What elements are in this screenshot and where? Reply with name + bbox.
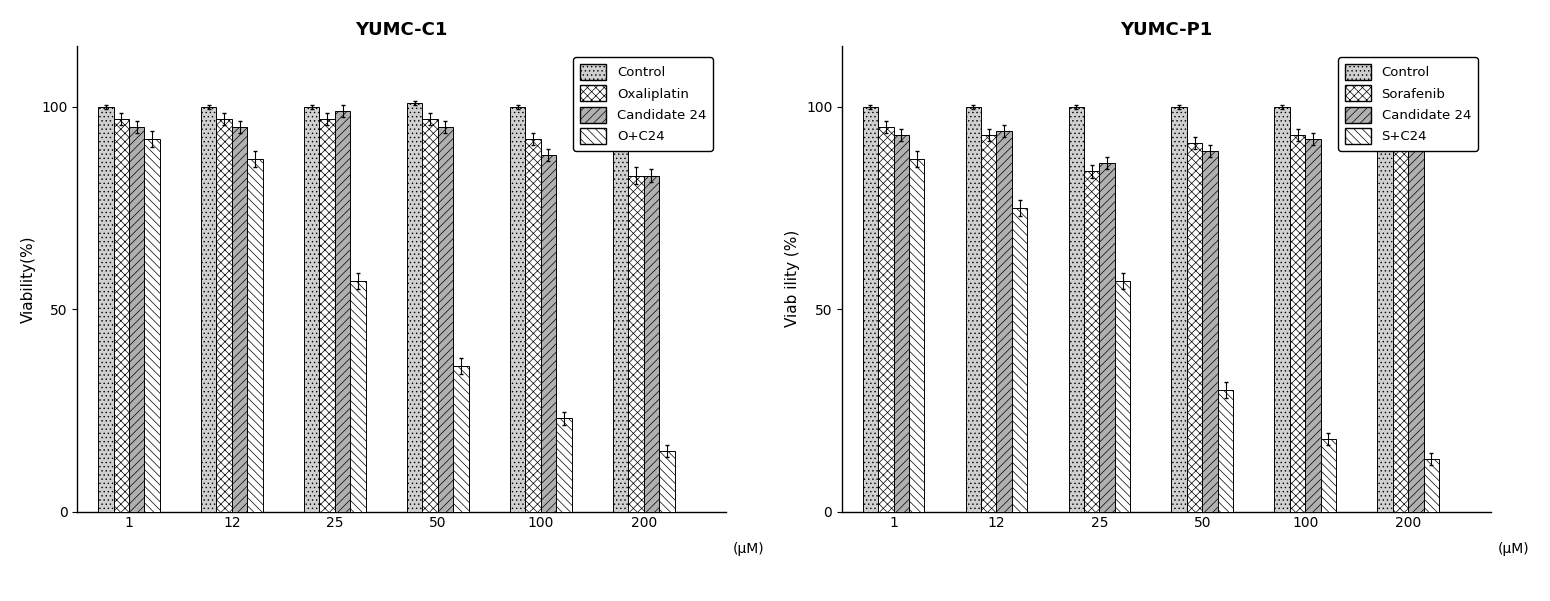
Bar [879, 127, 893, 511]
Bar [248, 159, 264, 511]
Bar [1068, 107, 1083, 511]
Bar [908, 159, 924, 511]
Bar [408, 103, 422, 511]
Bar [202, 107, 217, 511]
Bar [556, 418, 572, 511]
Bar [1378, 103, 1393, 511]
Bar [232, 127, 248, 511]
Bar [1321, 439, 1336, 511]
Bar [422, 119, 437, 511]
Bar [217, 119, 232, 511]
Bar [1218, 390, 1234, 511]
Bar [144, 139, 160, 511]
Bar [1305, 139, 1321, 511]
Bar [437, 127, 453, 511]
Legend: Control, Sorafenib, Candidate 24, S+C24: Control, Sorafenib, Candidate 24, S+C24 [1338, 57, 1477, 151]
Bar [350, 281, 366, 511]
Bar [1083, 171, 1099, 511]
Y-axis label: Viability(%): Viability(%) [20, 235, 36, 323]
Bar [1172, 107, 1187, 511]
Bar [525, 139, 541, 511]
Y-axis label: Viab ility (%): Viab ility (%) [786, 230, 800, 328]
Bar [893, 135, 908, 511]
Text: (μM): (μM) [1497, 542, 1530, 556]
Bar [113, 119, 129, 511]
Bar [1290, 135, 1305, 511]
Title: YUMC-P1: YUMC-P1 [1121, 21, 1212, 39]
Bar [541, 155, 556, 511]
Bar [129, 127, 144, 511]
Bar [1012, 208, 1028, 511]
Bar [1099, 163, 1114, 511]
Bar [1203, 151, 1218, 511]
Bar [643, 175, 659, 511]
Bar [997, 131, 1012, 511]
Legend: Control, Oxaliplatin, Candidate 24, O+C24: Control, Oxaliplatin, Candidate 24, O+C2… [574, 57, 713, 151]
Bar [335, 111, 350, 511]
Bar [659, 451, 674, 511]
Bar [628, 175, 643, 511]
Bar [863, 107, 879, 511]
Bar [1274, 107, 1290, 511]
Bar [966, 107, 981, 511]
Bar [1424, 459, 1438, 511]
Bar [304, 107, 319, 511]
Bar [319, 119, 335, 511]
Bar [1114, 281, 1130, 511]
Bar [510, 107, 525, 511]
Text: (μM): (μM) [733, 542, 764, 556]
Bar [981, 135, 997, 511]
Bar [98, 107, 113, 511]
Bar [453, 366, 468, 511]
Bar [1187, 143, 1203, 511]
Bar [612, 103, 628, 511]
Bar [1409, 135, 1424, 511]
Title: YUMC-C1: YUMC-C1 [355, 21, 448, 39]
Bar [1393, 135, 1409, 511]
